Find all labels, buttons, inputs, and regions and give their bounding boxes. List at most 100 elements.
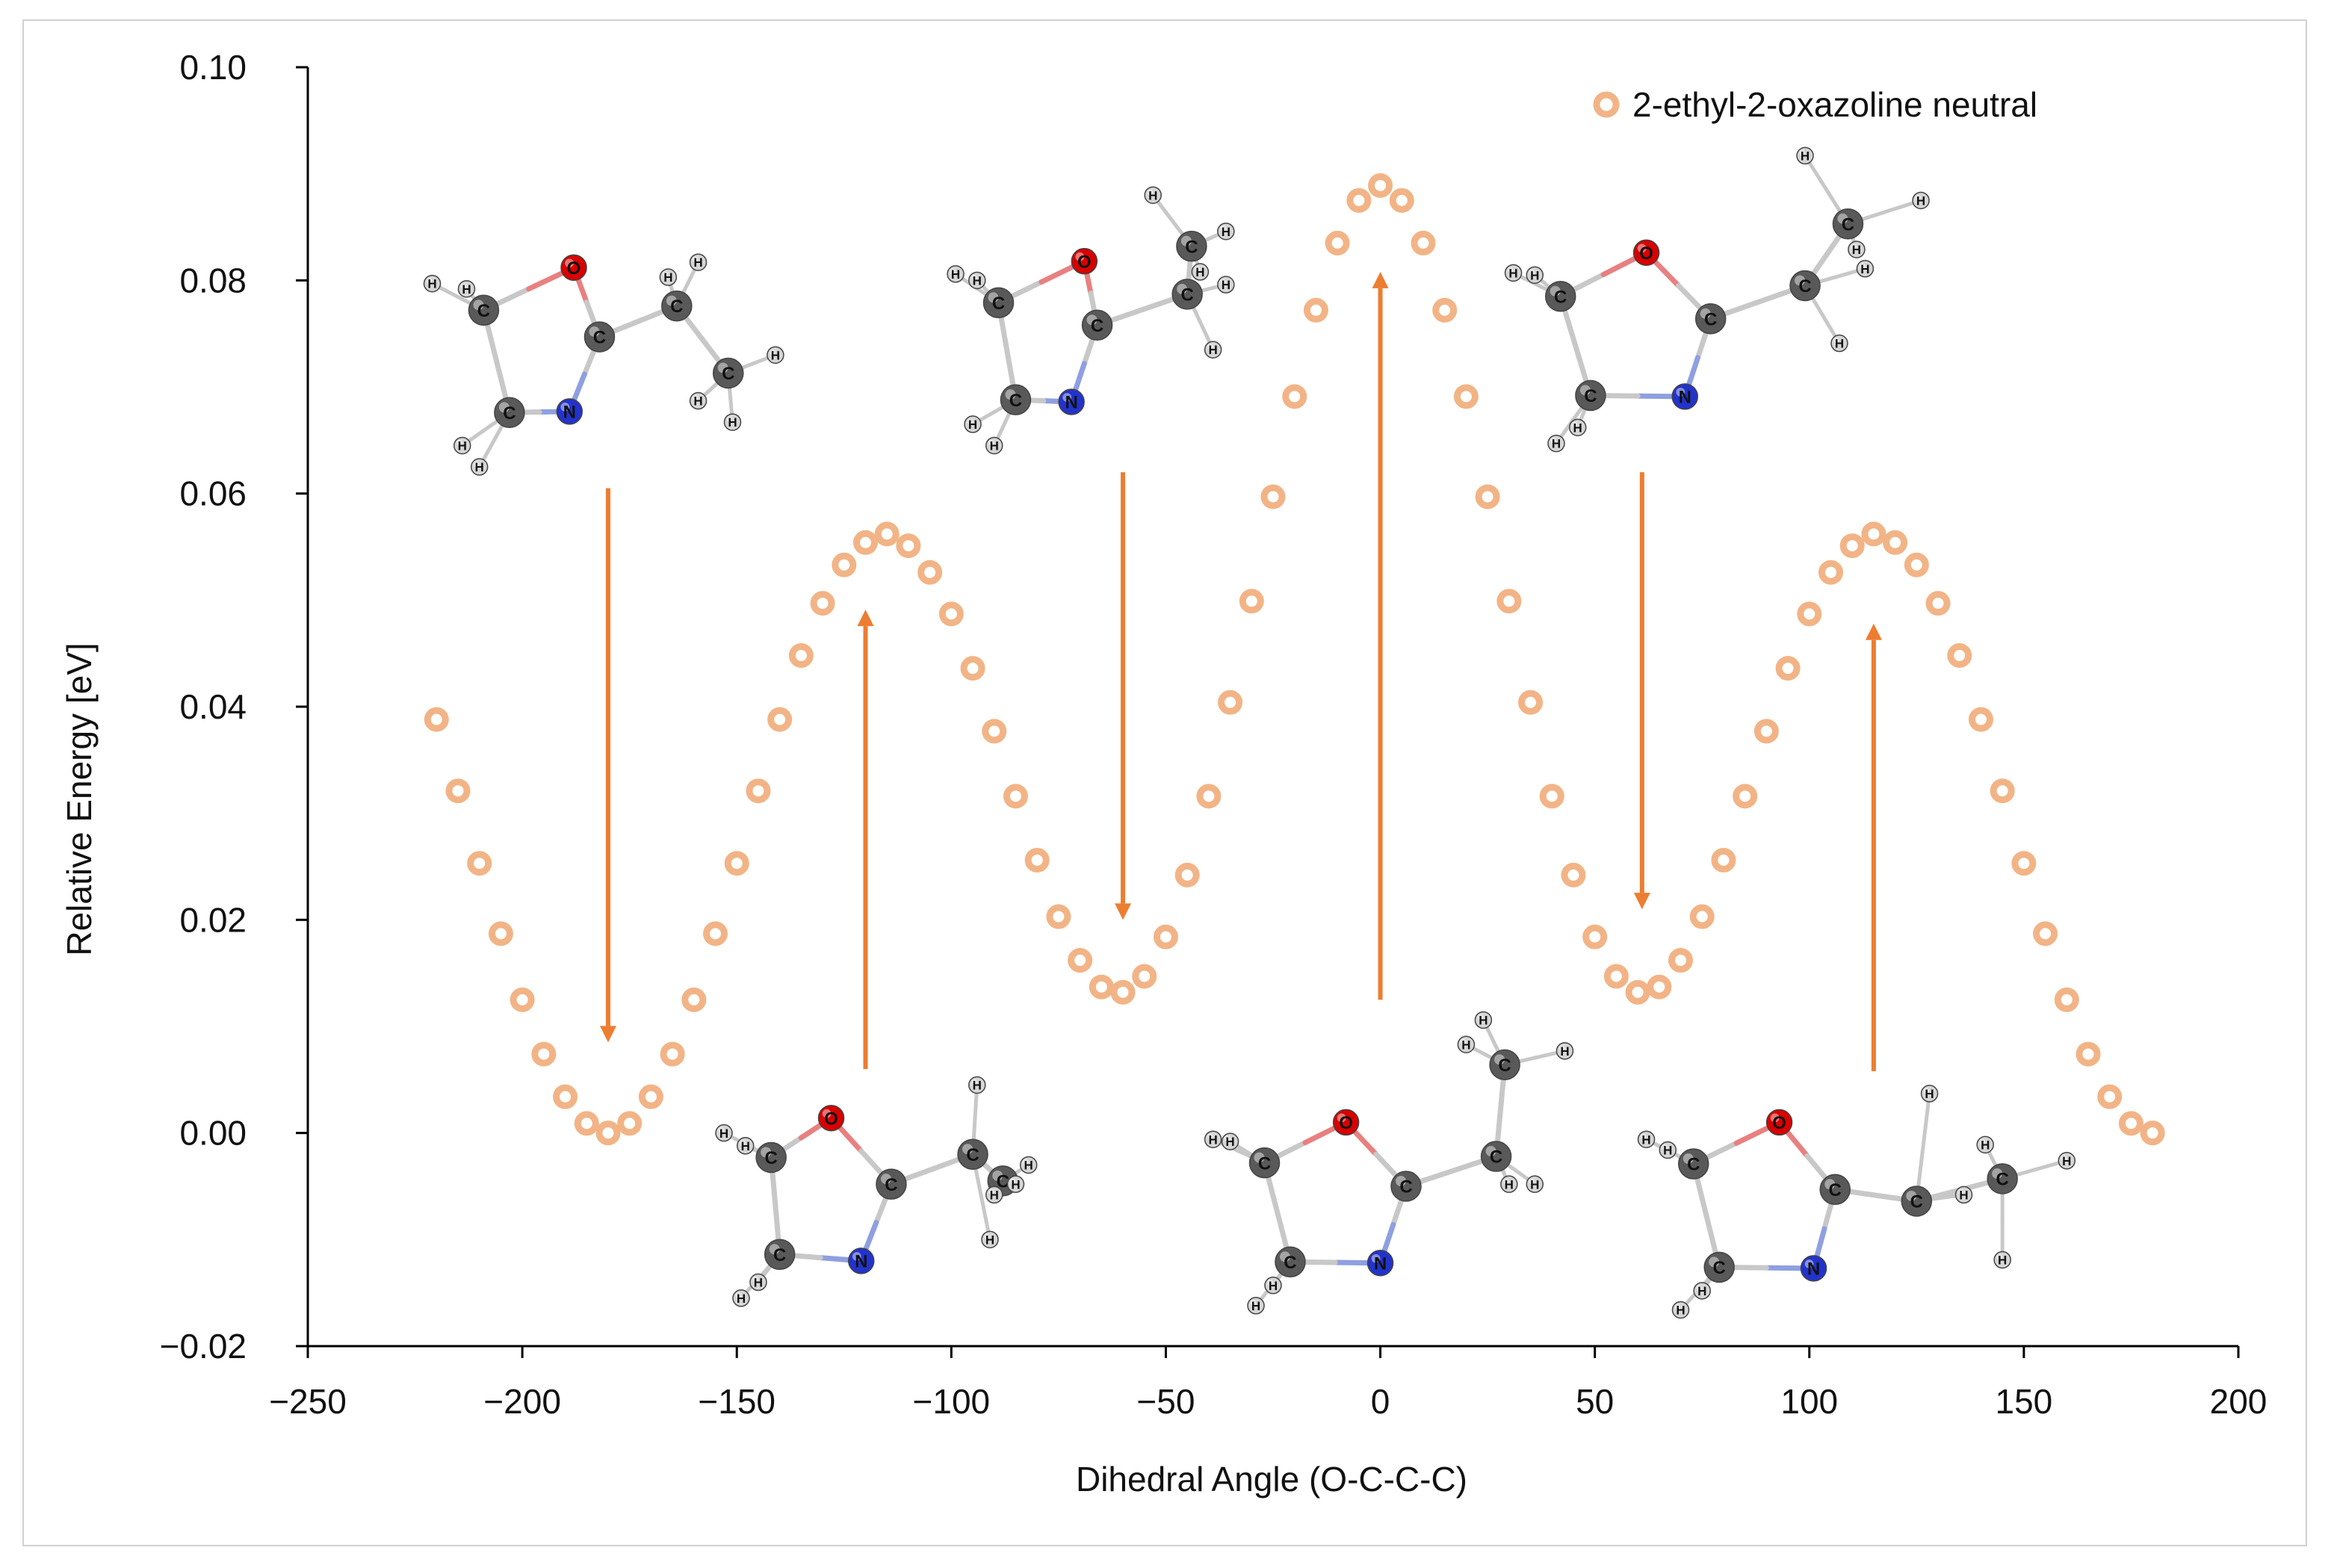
data-point (1496, 589, 1522, 614)
data-point (767, 707, 793, 732)
atom-label: C (1713, 1258, 1726, 1278)
x-tick-label: −150 (698, 1382, 776, 1421)
data-point (1239, 589, 1264, 614)
atom-highlight (988, 292, 999, 303)
atom-highlight (1979, 1138, 1986, 1145)
atom-label: H (693, 394, 702, 409)
atom-n (1671, 383, 1699, 410)
atom-label: C (1284, 1253, 1296, 1273)
atom-label: H (663, 270, 672, 285)
atom-highlight (1194, 266, 1201, 272)
data-point (1218, 690, 1243, 715)
y-tick-label: 0.04 (179, 687, 247, 726)
atom-c (468, 294, 500, 326)
data-point (1883, 530, 1908, 555)
atom-highlight (1696, 1285, 1703, 1291)
atom-o (560, 254, 587, 281)
atom-h (1217, 222, 1235, 241)
x-tick-label: 0 (1371, 1382, 1390, 1421)
data-point (660, 1041, 685, 1067)
atom-h (423, 274, 442, 293)
atom-label: H (693, 255, 702, 270)
atom-label: C (1996, 1170, 2009, 1190)
atom-h (1920, 1085, 1939, 1103)
data-point (1925, 591, 1951, 616)
atom-highlight (971, 1079, 977, 1085)
atom-label: H (458, 439, 467, 453)
atom-c (1789, 270, 1821, 302)
atom-highlight (988, 1189, 994, 1195)
atom-label: O (1077, 252, 1092, 272)
atom-label: C (722, 364, 734, 384)
data-point (1797, 601, 1822, 627)
atom-c (1275, 1246, 1306, 1278)
atom-c (1544, 280, 1576, 312)
atom-highlight (1075, 252, 1085, 261)
y-tick-label: 0.10 (179, 48, 247, 87)
atom-label: H (475, 460, 484, 474)
atom-label: H (1925, 1087, 1934, 1101)
atom-h (767, 346, 784, 364)
data-point (1561, 862, 1586, 887)
atom-highlight (718, 1127, 724, 1133)
atom-label: N (1807, 1259, 1820, 1279)
atom-label: N (1679, 387, 1691, 407)
atom-highlight (473, 300, 484, 311)
data-point (2118, 1111, 2143, 1136)
atom-h (1555, 1042, 1574, 1060)
atom-label: C (1842, 214, 1854, 235)
atom-h (985, 436, 1003, 455)
atom-label: C (1704, 309, 1717, 329)
arrow-head (599, 1026, 616, 1043)
atom-label: C (1687, 1155, 1700, 1175)
data-point (1346, 188, 1372, 213)
atom-c (1000, 384, 1032, 415)
x-tick-label: 200 (2210, 1382, 2267, 1421)
atom-highlight (1460, 1038, 1467, 1045)
atom-h (947, 265, 965, 283)
atom-highlight (852, 1251, 861, 1261)
atom-highlight (1859, 262, 1866, 269)
atom-label: H (754, 1276, 763, 1290)
atom-label: N (563, 402, 576, 422)
data-point (832, 552, 857, 577)
data-point (1990, 778, 2015, 804)
atom-h (1526, 1175, 1544, 1193)
atom-c (583, 321, 616, 353)
data-point (1325, 230, 1350, 255)
atom-label: H (1208, 343, 1217, 357)
atom-label: H (1269, 1279, 1278, 1293)
data-point (2011, 851, 2037, 876)
atom-highlight (1062, 393, 1072, 402)
atom-label: H (985, 1233, 994, 1247)
atom-label: H (1852, 243, 1861, 257)
atom-label: H (462, 282, 471, 297)
ticks: −250 −200 −150 −100 −50 0 50 100 150 200 −0.02 0.00… (160, 48, 2267, 1421)
atom-label: C (1399, 1177, 1412, 1197)
x-tick-label: 100 (1780, 1382, 1838, 1421)
atom-label: H (1697, 1284, 1706, 1298)
x-axis-title: Dihedral Angle (O-C-C-C) (1076, 1460, 1467, 1499)
atom-label: C (885, 1175, 897, 1195)
data-point (2140, 1121, 2165, 1146)
atom-c (876, 1168, 907, 1200)
atom-highlight (1147, 189, 1154, 196)
atom-label: H (1222, 278, 1230, 292)
data-point (1668, 948, 1694, 973)
atom-c (1390, 1171, 1422, 1202)
atom-highlight (1477, 1014, 1484, 1020)
atom-label: O (1339, 1113, 1353, 1133)
atom-highlight (950, 268, 956, 274)
data-point (746, 778, 771, 804)
atom-label: H (968, 418, 977, 432)
atom-h (659, 268, 678, 286)
atom-h (453, 436, 471, 455)
atom-label: H (990, 439, 999, 453)
atom-highlight (2061, 1155, 2067, 1161)
data-point (1303, 297, 1328, 323)
data-point (1389, 188, 1414, 213)
data-point (1260, 484, 1286, 509)
